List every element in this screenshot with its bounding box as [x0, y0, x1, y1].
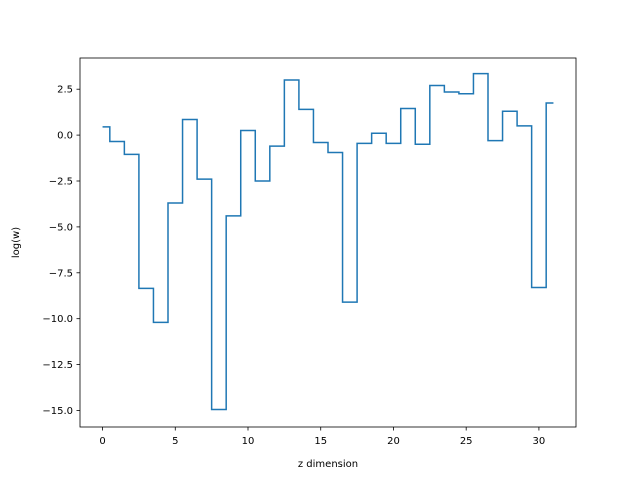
y-tick-label: 0.0 [57, 131, 73, 142]
x-tick-label: 25 [460, 436, 473, 447]
y-tick-label: −5.0 [49, 222, 73, 233]
x-axis-label: z dimension [298, 459, 358, 470]
plot-layer [102, 72, 554, 411]
y-tick-label: −12.5 [42, 360, 73, 371]
axes-frame [79, 57, 577, 428]
y-tick-label: −10.0 [42, 314, 73, 325]
x-tick-label: 0 [99, 436, 105, 447]
y-tick-label: −2.5 [49, 177, 73, 188]
y-tick-label: −15.0 [42, 406, 73, 417]
y-tick-label: −7.5 [49, 268, 73, 279]
x-tick-label: 30 [533, 436, 546, 447]
x-tick-label: 10 [242, 436, 255, 447]
y-axis-label: log(w) [11, 227, 22, 258]
y-axis-ticks: −15.0 −12.5 −10.0 −7.5 −5.0 −2.5 0.0 2.5 [42, 85, 80, 417]
x-tick-label: 5 [172, 436, 178, 447]
y-tick-label: 2.5 [57, 85, 73, 96]
series-line-0 [102, 72, 554, 411]
x-axis-ticks: 0 5 10 15 20 25 30 [99, 427, 545, 447]
x-tick-label: 15 [314, 436, 327, 447]
x-tick-label: 20 [387, 436, 400, 447]
